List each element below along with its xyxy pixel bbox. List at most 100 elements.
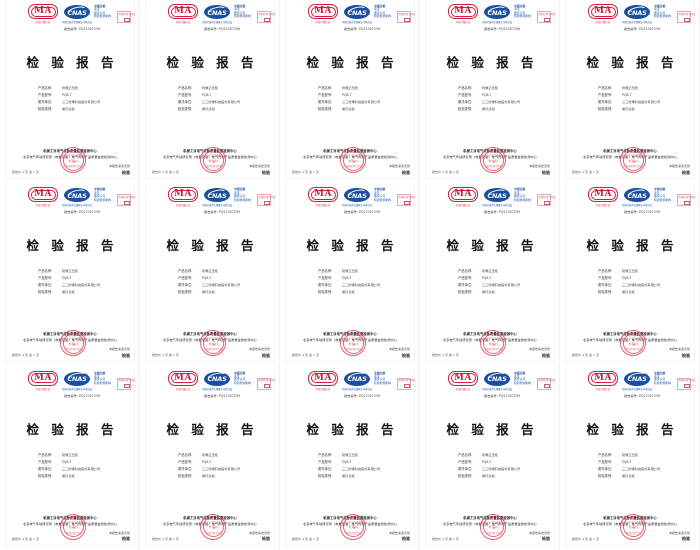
info-value: PQ8-T <box>202 459 212 464</box>
document-thumbnail[interactable]: MA 中国计量认证 CNAS 中国合格评定国家认可委员会 中国合格 评定 国家认可 检验检测机… <box>280 366 420 550</box>
info-label: 产品名称: <box>178 269 193 274</box>
ma-logo-text: MA <box>454 189 472 200</box>
accreditation-line-4: 检验检测机构 <box>374 380 392 385</box>
info-row: 检验类别: 委托试验 <box>598 289 688 296</box>
seal-bottom-text: 检验检测专用章 <box>65 531 83 535</box>
info-value: 防爆正压柜 <box>202 269 218 274</box>
corner-stamp-box: 检验检测专用章 <box>117 377 135 390</box>
cnas-oval-shape <box>624 188 650 203</box>
info-label: 产品名称: <box>458 86 473 90</box>
document-thumbnail[interactable]: MA 中国计量认证 CNAS 中国合格评定国家认可委员会 中国合格 评定 国家认可 检验检测机… <box>0 366 140 550</box>
document-page: MA 中国计量认证 CNAS 中国合格评定国家认可委员会 中国合格 评定 国家认可 检验检测机… <box>426 366 555 545</box>
ma-oval-shape <box>588 370 618 386</box>
bottom-right-meta: 本报告涂改无效 检验 <box>389 347 410 359</box>
document-thumbnail[interactable]: MA 中国计量认证 CNAS 中国合格评定国家认可委员会 中国合格 评定 国家认可 检验检测机… <box>560 183 700 367</box>
info-value: 防爆正压柜 <box>62 269 78 274</box>
document-thumbnail[interactable]: MA 中国计量认证 CNAS 中国合格评定国家认可委员会 中国合格 评定 国家认可 检验检测机… <box>280 0 420 184</box>
ma-logo-caption: 中国计量认证 <box>175 387 191 391</box>
inspection-mark: 检验 <box>402 536 410 542</box>
document-thumbnail[interactable]: MA 中国计量认证 CNAS 中国合格评定国家认可委员会 中国合格 评定 国家认可 检验检测机… <box>0 0 140 184</box>
ma-logo-caption: 中国计量认证 <box>315 387 331 391</box>
document-thumbnail[interactable]: MA 中国计量认证 CNAS 中国合格评定国家认可委员会 中国合格 评定 国家认可 检验检测机… <box>420 0 560 184</box>
accreditation-line-4: 检验检测机构 <box>94 14 112 19</box>
corner-stamp-inner-box <box>403 17 410 22</box>
document-thumbnail[interactable]: MA 中国计量认证 CNAS 中国合格评定国家认可委员会 中国合格 评定 国家认可 检验检测机… <box>140 0 280 184</box>
info-value: 三三防爆科技股份有限公司 <box>62 283 101 288</box>
info-label: 产品型号: <box>178 459 193 464</box>
info-label: 委托单位: <box>318 283 333 288</box>
document-page: MA 中国计量认证 CNAS 中国合格评定国家认可委员会 中国合格 评定 国家认可 检验检测机… <box>566 183 695 362</box>
seal-star-icon: ★ <box>632 342 636 347</box>
corner-stamp-label: 检验检测专用章 <box>258 12 276 16</box>
info-value: 三三防爆科技股份有限公司 <box>202 466 241 471</box>
info-label: 委托单位: <box>38 283 53 288</box>
cnas-oval-shape <box>484 188 510 203</box>
seal-mid-text: 检测中心 <box>348 342 360 346</box>
seal-mid-text: 检测中心 <box>348 159 360 163</box>
accreditation-line-3: 国家认可 <box>234 377 246 382</box>
info-label: 产品型号: <box>598 93 613 97</box>
document-thumbnail[interactable]: MA 中国计量认证 CNAS 中国合格评定国家认可委员会 中国合格 评定 国家认可 检验检测机… <box>140 183 280 367</box>
ma-certification-icon: MA 中国计量认证 <box>448 4 478 24</box>
accreditation-line-4: 检验检测机构 <box>234 14 252 19</box>
document-thumbnail[interactable]: MA 中国计量认证 CNAS 中国合格评定国家认可委员会 中国合格 评定 国家认可 检验检测机… <box>420 366 560 550</box>
info-row: 产品型号: PQ8-T <box>38 92 128 99</box>
document-thumbnail[interactable]: MA 中国计量认证 CNAS 中国合格评定国家认可委员会 中国合格 评定 国家认可 检验检测机… <box>560 0 700 184</box>
info-label: 检验类别: <box>178 107 193 111</box>
accreditation-line-1: 中国合格 <box>514 370 526 375</box>
corner-stamp-box: 检验检测专用章 <box>397 11 415 23</box>
cnas-oval-shape <box>344 371 370 386</box>
bottom-right-meta: 本报告涂改无效 检验 <box>669 531 690 543</box>
info-label: 委托单位: <box>178 466 193 471</box>
inspection-mark: 检验 <box>122 536 130 542</box>
info-label: 产品名称: <box>318 269 333 274</box>
cnas-logo-caption: 中国合格评定国家认可委员会 <box>341 204 373 208</box>
cnas-accreditation-icon: CNAS 中国合格评定国家认可委员会 <box>622 4 652 24</box>
header-logo-row: MA 中国计量认证 CNAS 中国合格评定国家认可委员会 中国合格 评定 国家认可 检验检测机… <box>6 370 135 394</box>
ma-logo-text: MA <box>34 189 52 200</box>
product-info-block: 产品名称: 防爆正压柜 产品型号: PQ8-T 委托单位: 三三防爆科技股份有限公司 检验类… <box>38 268 128 296</box>
document-page: MA 中国计量认证 CNAS 中国合格评定国家认可委员会 中国合格 评定 国家认可 检验检测机… <box>286 0 415 178</box>
ma-certification-icon: MA 中国计量认证 <box>28 4 58 24</box>
seal-star-icon: ★ <box>72 342 76 347</box>
corner-stamp-inner-box <box>683 384 690 389</box>
accreditation-line-3: 国家认可 <box>514 10 526 15</box>
report-number: 报告编号: PQ2100723H <box>64 210 101 215</box>
info-value: 防爆正压柜 <box>342 452 358 457</box>
header-logo-row: MA 中国计量认证 CNAS 中国合格评定国家认可委员会 中国合格 评定 国家认可 检验检测机… <box>146 370 275 394</box>
info-value: PQ8-T <box>62 93 72 97</box>
document-thumbnail[interactable]: MA 中国计量认证 CNAS 中国合格评定国家认可委员会 中国合格 评定 国家认可 检验检测机… <box>0 183 140 367</box>
info-label: 产品型号: <box>38 459 53 464</box>
ma-logo-text: MA <box>454 6 472 16</box>
no-alteration-note: 本报告涂改无效 <box>109 530 130 535</box>
accreditation-line-3: 国家认可 <box>94 10 106 15</box>
document-thumbnail[interactable]: MA 中国计量认证 CNAS 中国合格评定国家认可委员会 中国合格 评定 国家认可 检验检测机… <box>420 183 560 367</box>
info-row: 产品名称: 防爆正压柜 <box>598 452 688 459</box>
report-title: 检 验 报 告 <box>306 238 398 254</box>
document-thumbnail[interactable]: MA 中国计量认证 CNAS 中国合格评定国家认可委员会 中国合格 评定 国家认可 检验检测机… <box>280 183 420 367</box>
product-info-block: 产品名称: 防爆正压柜 产品型号: PQ8-T 委托单位: 三三防爆科技股份有限公司 检验类… <box>178 85 268 113</box>
ma-oval-shape <box>308 187 338 203</box>
cnas-accreditation-icon: CNAS 中国合格评定国家认可委员会 <box>482 4 512 24</box>
accreditation-text-block: 中国合格 评定 国家认可 检验检测机构 <box>94 4 118 19</box>
cnas-logo-text: CNAS <box>67 191 87 200</box>
seal-star-icon: ★ <box>352 159 356 164</box>
document-thumbnail[interactable]: MA 中国计量认证 CNAS 中国合格评定国家认可委员会 中国合格 评定 国家认可 检验检测机… <box>560 366 700 550</box>
accreditation-line-1: 中国合格 <box>94 370 106 375</box>
seal-mid-text: 检测中心 <box>628 159 640 163</box>
document-page: MA 中国计量认证 CNAS 中国合格评定国家认可委员会 中国合格 评定 国家认可 检验检测机… <box>146 183 276 362</box>
seal-mid-text: 检测中心 <box>68 159 80 163</box>
cnas-oval-shape <box>484 371 510 386</box>
report-title: 检 验 报 告 <box>446 238 538 254</box>
info-row: 检验类别: 委托试验 <box>38 289 128 296</box>
report-number: 报告编号: PQ2100723H <box>64 27 101 31</box>
seal-bottom-text: 检验检测专用章 <box>625 531 643 535</box>
document-thumbnail[interactable]: MA 中国计量认证 CNAS 中国合格评定国家认可委员会 中国合格 评定 国家认可 检验检测机… <box>140 366 280 550</box>
accreditation-line-4: 检验检测机构 <box>514 380 532 385</box>
report-number: 报告编号: PQ2100723H <box>344 393 381 398</box>
corner-stamp-label: 检验检测专用章 <box>258 195 276 199</box>
ma-logo-text: MA <box>594 372 612 383</box>
corner-stamp-inner-box <box>543 200 550 205</box>
accreditation-line-1: 中国合格 <box>374 370 386 375</box>
info-value: 委托试验 <box>342 290 355 295</box>
